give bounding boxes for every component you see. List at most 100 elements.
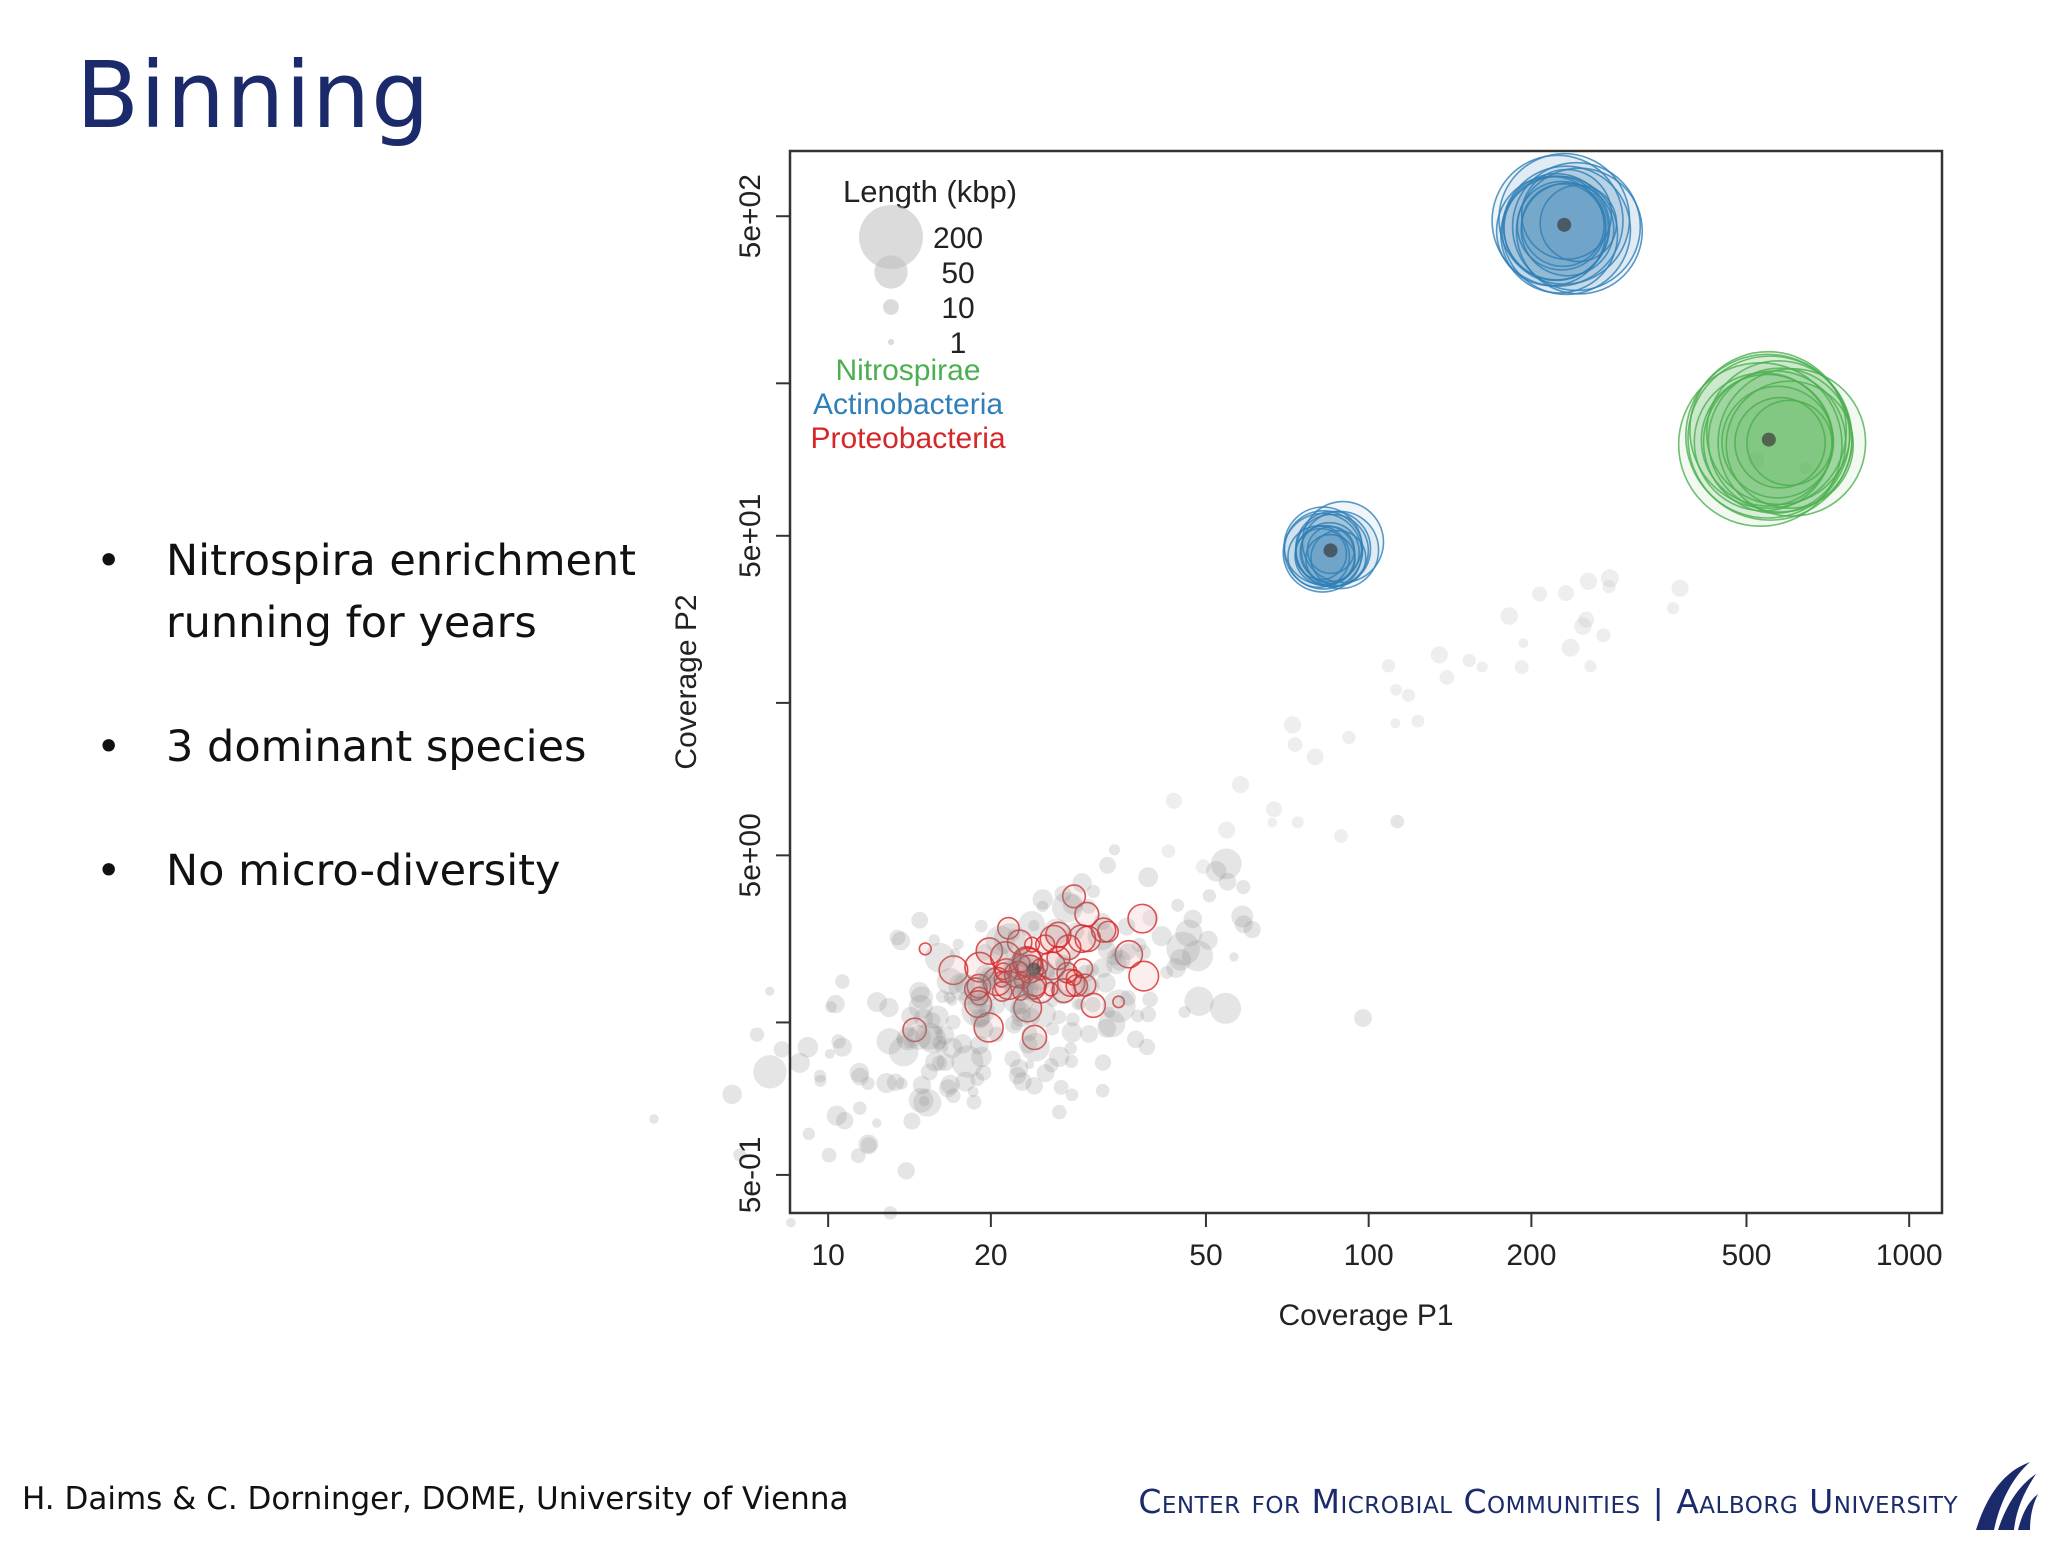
contig-point [1106, 953, 1127, 975]
contig-point [903, 1037, 915, 1049]
contig-point [1025, 1076, 1044, 1095]
contig-point [1043, 918, 1070, 945]
contig-point [1166, 958, 1186, 978]
contig-point [872, 1118, 882, 1128]
contig-point [988, 997, 1005, 1015]
contig-point [1025, 1059, 1035, 1070]
contig-point [851, 1067, 869, 1086]
contig-point [1106, 949, 1123, 966]
contig-point [1041, 963, 1056, 978]
legend-size-label: 1 [950, 327, 967, 360]
contig-point [1009, 1001, 1031, 1023]
contig-point [1061, 884, 1087, 909]
contig-point [1056, 968, 1086, 998]
contig-point [975, 964, 995, 985]
footer-credit: H. Daims & C. Dorninger, DOME, Universit… [22, 1481, 849, 1517]
contig-point [1074, 998, 1086, 1010]
background-contig-point [1334, 829, 1348, 843]
contig-point [1229, 952, 1239, 962]
background-contig-point [1561, 638, 1580, 657]
contig-point [1044, 1057, 1059, 1073]
contig-point [896, 1034, 906, 1044]
legend-size-marker [887, 338, 895, 346]
background-contig-point [1218, 821, 1236, 839]
contig-point [974, 919, 988, 933]
contig-point [1080, 992, 1107, 1019]
contig-point [1127, 903, 1158, 934]
contig-point [876, 1028, 903, 1055]
contig-point [1021, 1032, 1050, 1062]
contig-point [1103, 1006, 1115, 1019]
contig-point [891, 931, 911, 951]
contig-point [1049, 982, 1063, 995]
contig-point [1119, 943, 1137, 960]
contig-point [1183, 909, 1203, 929]
contig-point [945, 1088, 961, 1103]
contig-point [1011, 1007, 1031, 1028]
contig-point [926, 1005, 949, 1028]
y-tick-label: 5e+00 [734, 813, 767, 897]
contig-point [938, 1079, 958, 1098]
contig-point [1068, 949, 1078, 959]
contig-point [912, 1075, 932, 1095]
contig-point [996, 971, 1013, 989]
contig-point [918, 1025, 947, 1054]
contig-point [903, 1112, 921, 1130]
background-contig-point [1390, 683, 1402, 696]
contig-point [979, 967, 999, 987]
contig-point [969, 1035, 989, 1055]
contig-point [1071, 998, 1084, 1010]
contig-point [1010, 1019, 1022, 1031]
x-axis-title: Coverage P1 [1278, 1299, 1453, 1332]
contig-point [1184, 986, 1214, 1016]
contig-point [1013, 1072, 1032, 1091]
contig-point [1166, 931, 1200, 966]
bullet-dot: • [96, 722, 122, 772]
contig-point [970, 1008, 991, 1029]
contig-point [1018, 910, 1046, 938]
contig-point [915, 1022, 943, 1050]
contig-point [753, 1055, 787, 1089]
legend-size-label: 200 [933, 222, 983, 255]
contig-point [896, 1027, 920, 1051]
contig-point [886, 1073, 905, 1092]
background-contig-point [1518, 638, 1529, 649]
contig-point [1071, 979, 1091, 999]
contig-point [835, 974, 850, 989]
legend-size-title: Length (kbp) [843, 174, 1017, 209]
contig-point [649, 1114, 659, 1124]
background-contig-point [1574, 617, 1592, 635]
contig-point [934, 1040, 949, 1054]
contig-point [964, 989, 993, 1019]
contig-point [824, 1049, 835, 1059]
contig-point [797, 1036, 819, 1058]
contig-point [936, 989, 950, 1003]
background-contig-point [1514, 660, 1529, 674]
contig-point [943, 991, 956, 1004]
aalborg-university-logo [1976, 1462, 2038, 1530]
contig-point [936, 1053, 955, 1072]
contig-point [1004, 968, 1022, 986]
contig-point [1051, 1104, 1067, 1120]
contig-point [832, 1037, 852, 1057]
contig-point [902, 1017, 928, 1043]
contig-point [918, 942, 932, 956]
y-tick-label: 5e+01 [734, 494, 767, 578]
contig-point [1705, 360, 1852, 506]
cluster-core [1026, 962, 1041, 977]
contig-point [1721, 385, 1835, 499]
background-contig-point [1532, 586, 1548, 602]
contig-point [1117, 917, 1136, 936]
contig-point [876, 1073, 897, 1094]
contig-point [1108, 844, 1121, 856]
contig-point [1021, 1025, 1038, 1042]
contig-point [988, 1026, 1005, 1043]
contig-point [952, 1034, 973, 1054]
background-contig-point [1232, 776, 1250, 794]
contig-point [913, 1008, 934, 1028]
background-contig-point [1283, 716, 1302, 734]
contig-point [918, 1096, 930, 1107]
contig-point [945, 1014, 961, 1030]
contig-point [1198, 930, 1218, 950]
contig-point [976, 943, 993, 961]
